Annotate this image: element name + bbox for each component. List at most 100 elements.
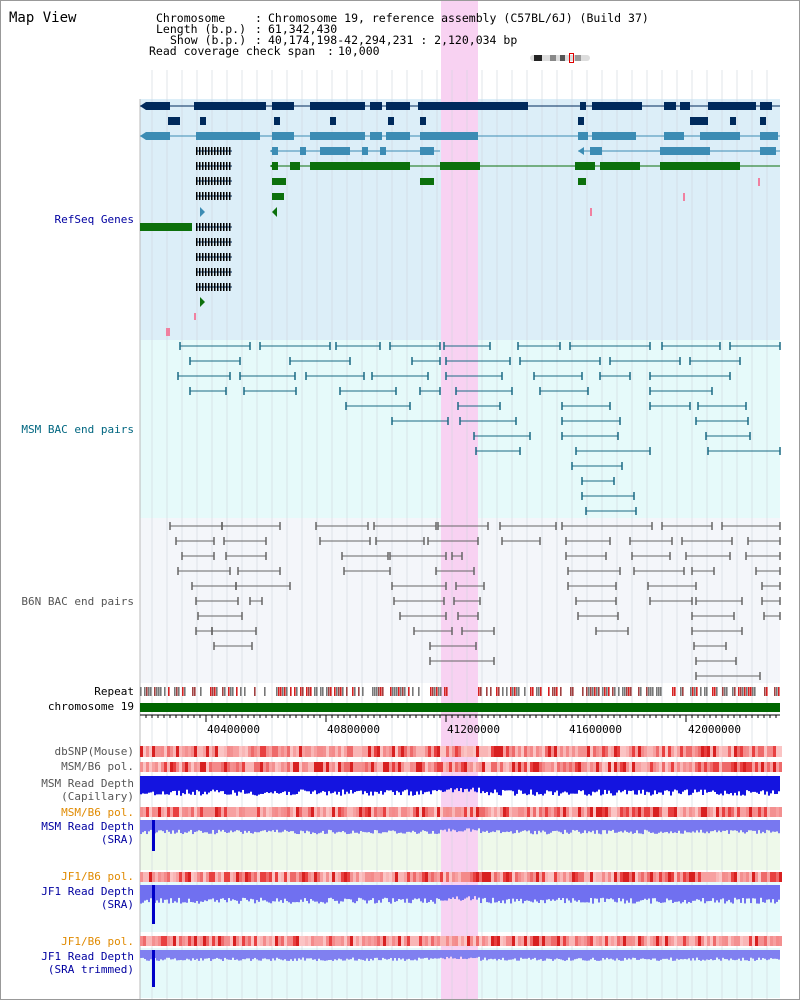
repeat-element [656, 687, 658, 696]
polymorphism-cell [449, 762, 452, 772]
polymorphism-cell [674, 872, 677, 882]
read-depth-bar [730, 885, 732, 903]
read-depth-bar [314, 820, 316, 834]
polymorphism-cell [650, 807, 653, 817]
read-depth-bar [386, 820, 388, 833]
read-depth-bar [298, 776, 300, 792]
read-depth-bar [310, 950, 312, 959]
polymorphism-cell [326, 762, 329, 772]
read-depth-bar [376, 820, 378, 831]
read-depth-bar [676, 820, 678, 833]
polymorphism-cell [662, 746, 665, 757]
polymorphism-cell [155, 746, 158, 757]
polymorphism-cell [212, 807, 215, 817]
gene-exon [226, 192, 228, 200]
read-depth-bar [314, 776, 316, 791]
polymorphism-cell [356, 936, 359, 946]
repeat-element [754, 687, 756, 696]
polymorphism-cell [164, 872, 167, 882]
track-label-msm-b6-pol-1: MSM/B6 pol. [61, 760, 134, 773]
read-depth-bar [214, 776, 216, 792]
read-depth-bar [172, 820, 174, 831]
polymorphism-cell [578, 762, 581, 772]
polymorphism-cell [389, 872, 392, 882]
read-depth-bar [620, 950, 622, 961]
gene-exon [600, 162, 640, 170]
read-depth-bar [760, 950, 762, 960]
gene-exon [211, 192, 213, 200]
repeat-element [342, 687, 344, 696]
read-depth-bar [238, 885, 240, 904]
gene-exon [217, 238, 219, 246]
gene-exon [229, 223, 231, 231]
gene-exon [205, 223, 207, 231]
read-depth-bar [656, 950, 658, 961]
read-depth-bar [190, 776, 192, 795]
polymorphism-cell [155, 762, 158, 772]
polymorphism-cell [470, 762, 473, 772]
repeat-element [640, 687, 642, 696]
polymorphism-cell [515, 746, 518, 757]
read-depth-bar [384, 950, 386, 959]
polymorphism-cell [365, 872, 368, 882]
polymorphism-cell [554, 746, 557, 757]
polymorphism-cell [536, 746, 539, 757]
repeat-element [536, 687, 538, 696]
polymorphism-cell [305, 872, 308, 882]
read-depth-bar [636, 950, 638, 960]
polymorphism-cell [383, 936, 386, 946]
polymorphism-cell [728, 762, 731, 772]
polymorphism-cell [287, 762, 290, 772]
polymorphism-cell [680, 762, 683, 772]
read-depth-bar [758, 885, 760, 904]
polymorphism-cell [332, 807, 335, 817]
polymorphism-cell [629, 762, 632, 772]
read-coverage-value: 10,000 [338, 44, 380, 58]
polymorphism-cell [539, 762, 542, 772]
polymorphism-cell [476, 762, 479, 772]
read-depth-bar [308, 885, 310, 904]
polymorphism-cell [185, 746, 188, 757]
polymorphism-cell [668, 807, 671, 817]
read-depth-bar [738, 885, 740, 900]
polymorphism-cell [578, 746, 581, 757]
gene-exon [196, 268, 198, 276]
read-depth-bar [734, 776, 736, 793]
polymorphism-cell [482, 762, 485, 772]
read-depth-bar [458, 950, 460, 960]
repeat-element [264, 687, 266, 696]
read-depth-bar [342, 885, 344, 902]
pseudo-gene [166, 328, 170, 336]
read-depth-bar [680, 950, 682, 960]
polymorphism-cell [386, 807, 389, 817]
polymorphism-cell [524, 807, 527, 817]
read-depth-bar [302, 776, 304, 790]
read-depth-bar [654, 950, 656, 959]
read-depth-bar [702, 885, 704, 899]
read-depth-bar [710, 820, 712, 832]
polymorphism-cell [638, 807, 641, 817]
track-label-chromosome: chromosome 19 [47, 700, 134, 713]
polymorphism-cell [437, 746, 440, 757]
polymorphism-cell [245, 762, 248, 772]
read-depth-bar [406, 820, 408, 832]
gene-exon [211, 283, 213, 291]
repeat-element [230, 687, 232, 696]
gene-exon [205, 147, 207, 155]
read-depth-bar [380, 776, 382, 791]
gene-exon [220, 283, 222, 291]
read-depth-bar [222, 820, 224, 830]
repeat-element [752, 687, 754, 696]
polymorphism-cell [578, 872, 581, 882]
read-depth-bar [230, 820, 232, 831]
read-depth-bar [216, 776, 218, 791]
polymorphism-cell [356, 762, 359, 772]
read-depth-spike [152, 820, 155, 851]
polymorphism-cell [503, 872, 506, 882]
polymorphism-cell [425, 872, 428, 882]
chromosome-ideogram[interactable] [530, 53, 590, 63]
read-depth-bar [342, 820, 344, 832]
read-depth-bar [430, 885, 432, 900]
polymorphism-cell [647, 807, 650, 817]
